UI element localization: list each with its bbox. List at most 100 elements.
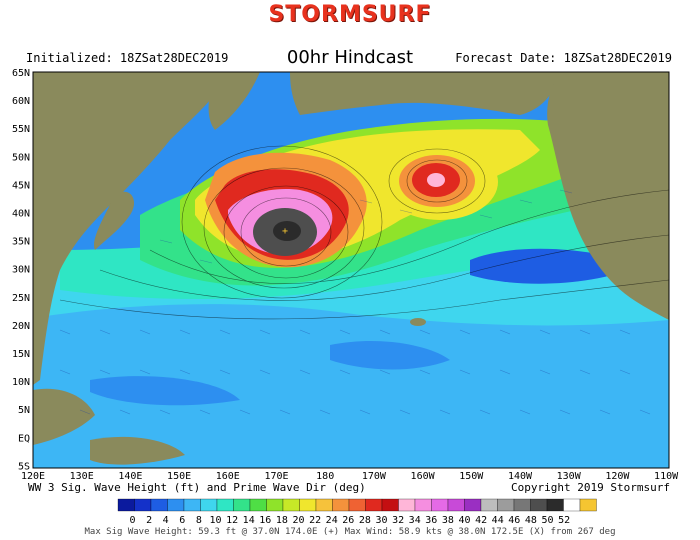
hawaii-islands bbox=[410, 318, 426, 326]
scale-label: 34 bbox=[409, 515, 421, 526]
kamchatka-landmass bbox=[208, 72, 260, 130]
forecast-date-label: Forecast Date: 18ZSat28DEC2019 bbox=[455, 51, 672, 65]
scale-label: 6 bbox=[179, 515, 185, 526]
scale-swatch bbox=[134, 498, 152, 512]
lat-label: 65N bbox=[12, 68, 30, 79]
scale-swatch bbox=[332, 498, 350, 512]
scale-swatch bbox=[447, 498, 465, 512]
japan-landmass bbox=[94, 191, 135, 250]
scale-label: 38 bbox=[442, 515, 454, 526]
scale-label: 36 bbox=[425, 515, 437, 526]
lat-label: 55N bbox=[12, 124, 30, 135]
contour-lines bbox=[59, 145, 669, 320]
scale-swatch bbox=[249, 498, 267, 512]
lat-label: 30N bbox=[12, 265, 30, 276]
scale-label: 46 bbox=[508, 515, 520, 526]
scale-swatch bbox=[233, 498, 251, 512]
lon-label: 160W bbox=[411, 471, 436, 482]
lon-label: 180 bbox=[316, 471, 334, 482]
stormsurf-logo: STORMSURF bbox=[268, 2, 432, 27]
new-guinea-landmass bbox=[90, 436, 185, 465]
copyright-label: Copyright 2019 Stormsurf bbox=[511, 481, 670, 494]
scale-label: 20 bbox=[292, 515, 304, 526]
scale-label: 16 bbox=[259, 515, 271, 526]
scale-label: 26 bbox=[342, 515, 354, 526]
lat-label: 20N bbox=[12, 321, 30, 332]
asia-landmass bbox=[33, 72, 230, 385]
scale-swatch bbox=[480, 498, 498, 512]
scale-label: 4 bbox=[163, 515, 169, 526]
scale-swatch bbox=[183, 498, 201, 512]
scale-label: 42 bbox=[475, 515, 487, 526]
scale-swatch bbox=[282, 498, 300, 512]
lon-label: 170W bbox=[362, 471, 387, 482]
philippines-landmass bbox=[33, 388, 95, 445]
lat-label: 5N bbox=[18, 405, 30, 416]
scale-label: 48 bbox=[525, 515, 537, 526]
scale-swatch bbox=[464, 498, 482, 512]
alaska-landmass bbox=[290, 72, 560, 115]
deep-blue-patch bbox=[90, 376, 240, 406]
wave-height-color-scale bbox=[117, 498, 597, 512]
scale-swatch bbox=[546, 498, 564, 512]
scale-swatch bbox=[315, 498, 333, 512]
scale-swatch bbox=[348, 498, 366, 512]
lon-label: 140W bbox=[508, 471, 533, 482]
max-height-marker: + bbox=[282, 226, 288, 237]
scale-swatch bbox=[266, 498, 284, 512]
scale-swatch bbox=[563, 498, 581, 512]
deep-blue-patch bbox=[330, 340, 450, 370]
storm-eye bbox=[273, 221, 301, 241]
scale-label: 44 bbox=[492, 515, 504, 526]
scale-swatch bbox=[381, 498, 399, 512]
scale-label: 10 bbox=[209, 515, 221, 526]
scale-swatch bbox=[299, 498, 317, 512]
lon-label: 170E bbox=[264, 471, 288, 482]
lon-label: 110W bbox=[654, 471, 679, 482]
lat-label: 60N bbox=[12, 96, 30, 107]
lat-label: 40N bbox=[12, 209, 30, 220]
lon-label: 140E bbox=[118, 471, 142, 482]
scale-swatch bbox=[117, 498, 135, 512]
lon-label: 130E bbox=[70, 471, 94, 482]
scale-swatch bbox=[398, 498, 416, 512]
scale-swatch bbox=[200, 498, 218, 512]
lat-label: 10N bbox=[12, 377, 30, 388]
scale-swatch bbox=[365, 498, 383, 512]
map-title: 00hr Hindcast bbox=[286, 47, 414, 68]
lon-label: 150E bbox=[167, 471, 191, 482]
scale-label: 0 bbox=[129, 515, 135, 526]
scale-swatch bbox=[414, 498, 432, 512]
lat-label: EQ bbox=[18, 433, 30, 444]
lat-label: 25N bbox=[12, 293, 30, 304]
initialized-label: Initialized: 18ZSat28DEC2019 bbox=[26, 51, 229, 65]
scale-label: 32 bbox=[392, 515, 404, 526]
lat-label: 45N bbox=[12, 180, 30, 191]
scale-label: 30 bbox=[375, 515, 387, 526]
scale-label: 8 bbox=[196, 515, 202, 526]
lat-label: 5S bbox=[18, 461, 30, 472]
scale-swatch bbox=[431, 498, 449, 512]
north-america-landmass bbox=[547, 72, 669, 320]
scale-label: 24 bbox=[326, 515, 338, 526]
scale-swatch bbox=[167, 498, 185, 512]
ne-storm-pink bbox=[427, 173, 445, 187]
lon-label: 160E bbox=[216, 471, 240, 482]
lat-label: 50N bbox=[12, 152, 30, 163]
scale-label: 2 bbox=[146, 515, 152, 526]
lon-label: 130W bbox=[557, 471, 582, 482]
scale-label: 50 bbox=[541, 515, 553, 526]
scale-swatch bbox=[513, 498, 531, 512]
scale-label: 14 bbox=[243, 515, 255, 526]
wave-direction-arrows bbox=[59, 189, 651, 415]
product-label: WW 3 Sig. Wave Height (ft) and Prime Wav… bbox=[28, 481, 366, 494]
lat-label: 35N bbox=[12, 237, 30, 248]
lon-label: 120E bbox=[21, 471, 45, 482]
scale-swatch bbox=[579, 498, 597, 512]
scale-swatch bbox=[497, 498, 515, 512]
scale-label: 52 bbox=[558, 515, 570, 526]
scale-swatch bbox=[530, 498, 548, 512]
max-values-note: Max Sig Wave Height: 59.3 ft @ 37.0N 174… bbox=[84, 527, 616, 537]
scale-label: 40 bbox=[458, 515, 470, 526]
